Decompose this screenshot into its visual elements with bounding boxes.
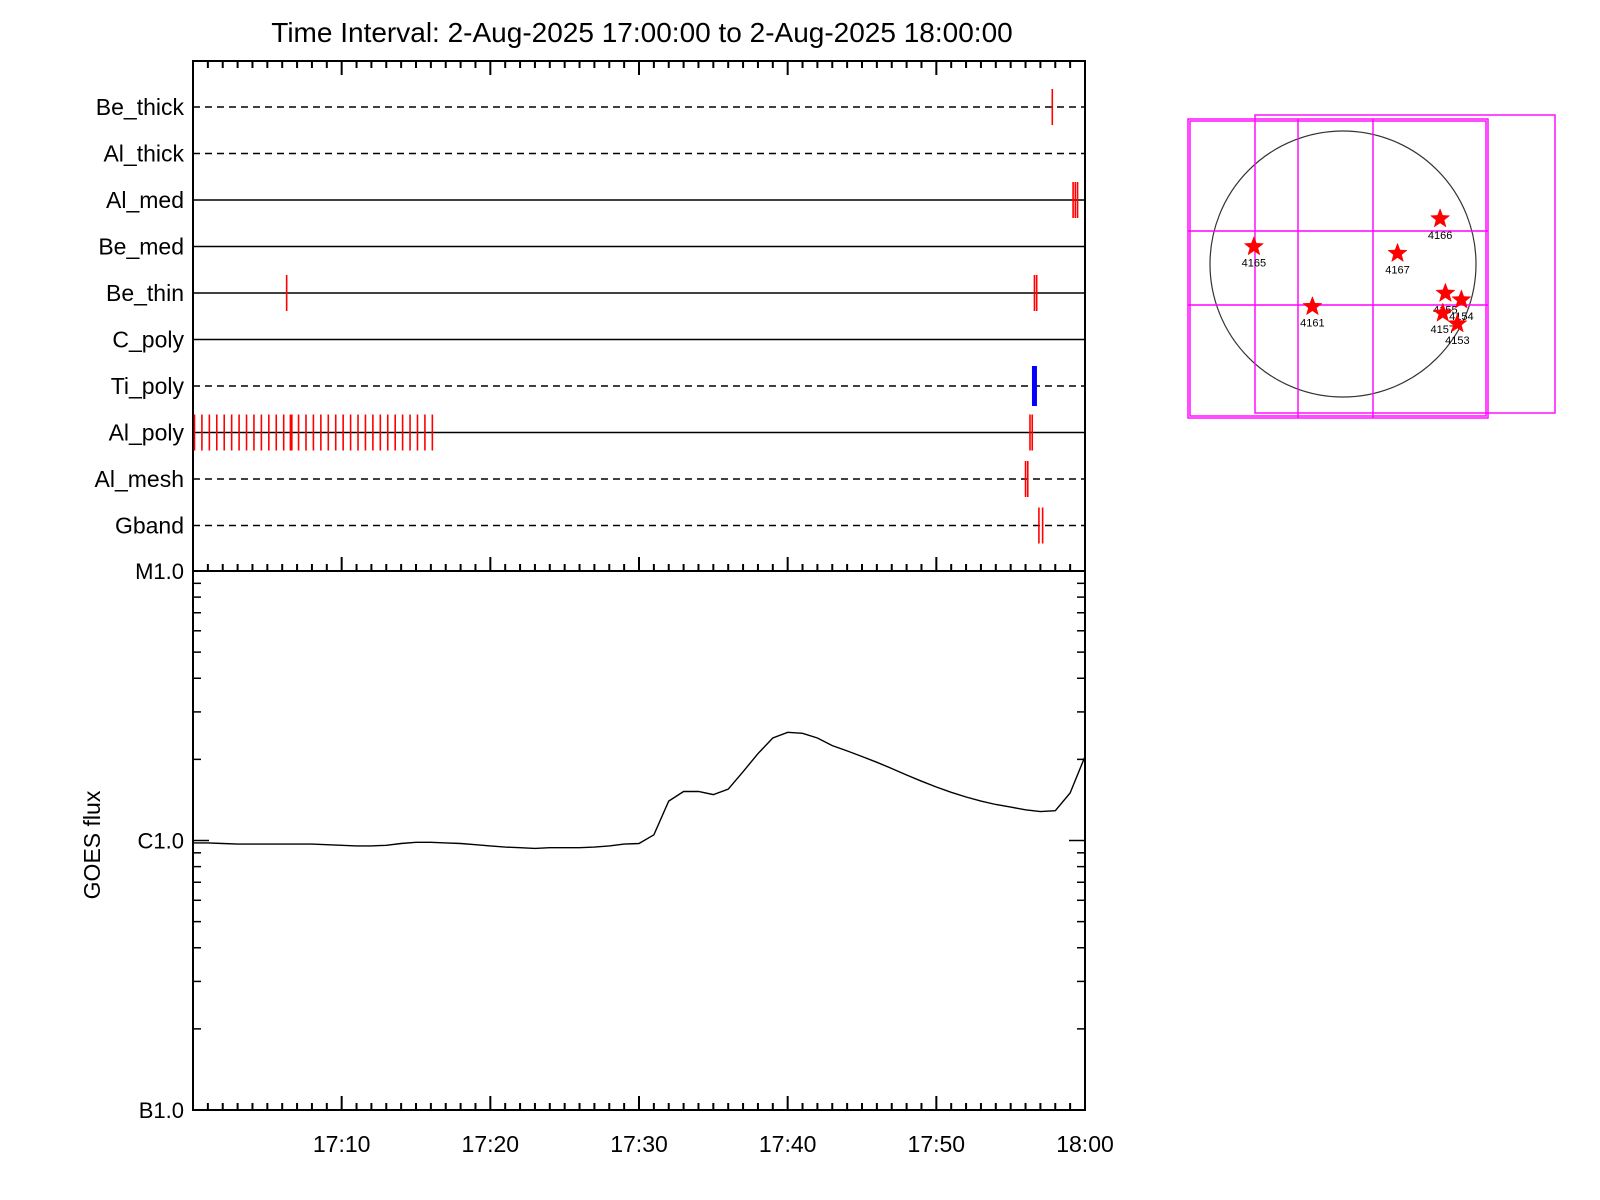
fov-box xyxy=(1187,118,1489,419)
sun-map-panel: 41654166416741614155415441574153 xyxy=(1187,114,1556,419)
y-tick-label: C1.0 xyxy=(138,829,184,854)
timeline-frame xyxy=(192,60,1086,572)
row-label-Al_mesh: Al_mesh xyxy=(95,466,184,492)
x-tick-label: 17:40 xyxy=(759,1131,817,1157)
row-label-Al_thick: Al_thick xyxy=(103,141,184,167)
goes-flux-series xyxy=(193,731,1086,850)
row-label-Al_poly: Al_poly xyxy=(109,420,185,446)
goes-flux-panel: 17:10 17:20 17:30 17:40 17:50 18:00 M1.0 C1.0 B1… xyxy=(79,559,1114,1157)
active-region-star xyxy=(1429,208,1451,228)
x-tick-label: 18:00 xyxy=(1056,1131,1114,1157)
active-region-label: 4161 xyxy=(1300,318,1324,330)
row-label-Ti_poly: Ti_poly xyxy=(111,373,185,399)
chart-title: Time Interval: 2-Aug-2025 17:00:00 to 2-… xyxy=(271,17,1012,48)
active-region-label: 4167 xyxy=(1385,264,1409,276)
active-region-star xyxy=(1451,289,1472,309)
y-tick-label: M1.0 xyxy=(135,559,184,584)
x-tick-label: 17:10 xyxy=(313,1131,371,1157)
solar-disk xyxy=(1209,130,1477,398)
x-tick-label: 17:50 xyxy=(908,1131,966,1157)
active-region-star xyxy=(1447,313,1468,333)
active-region-star xyxy=(1387,242,1408,263)
y-tick-label: B1.0 xyxy=(139,1098,184,1123)
row-label-Be_thin: Be_thin xyxy=(106,280,184,306)
active-region-star xyxy=(1243,235,1265,256)
active-region-star xyxy=(1302,295,1323,316)
row-label-Be_thick: Be_thick xyxy=(96,94,185,120)
row-label-Be_med: Be_med xyxy=(98,234,184,260)
row-label-Al_med: Al_med xyxy=(106,187,184,213)
fov-box xyxy=(1254,114,1556,414)
active-region-star xyxy=(1432,302,1453,322)
y-axis-label: GOES flux xyxy=(79,790,105,899)
row-label-C_poly: C_poly xyxy=(112,327,184,353)
x-tick-label: 17:20 xyxy=(462,1131,520,1157)
x-tick-label: 17:30 xyxy=(610,1131,668,1157)
row-label-Gband: Gband xyxy=(115,513,184,539)
flux-frame xyxy=(192,570,1086,1111)
active-region-label: 4157 xyxy=(1431,324,1455,336)
active-region-label: 4153 xyxy=(1445,335,1469,347)
active-region-label: 4166 xyxy=(1428,230,1452,242)
fov-box xyxy=(1189,120,1487,417)
active-region-star xyxy=(1435,282,1456,302)
active-region-label: 4165 xyxy=(1242,258,1266,270)
filter-timeline-panel: Be_thick Al_thick Al_med Be_med Be_thin C_pol… xyxy=(95,60,1086,572)
